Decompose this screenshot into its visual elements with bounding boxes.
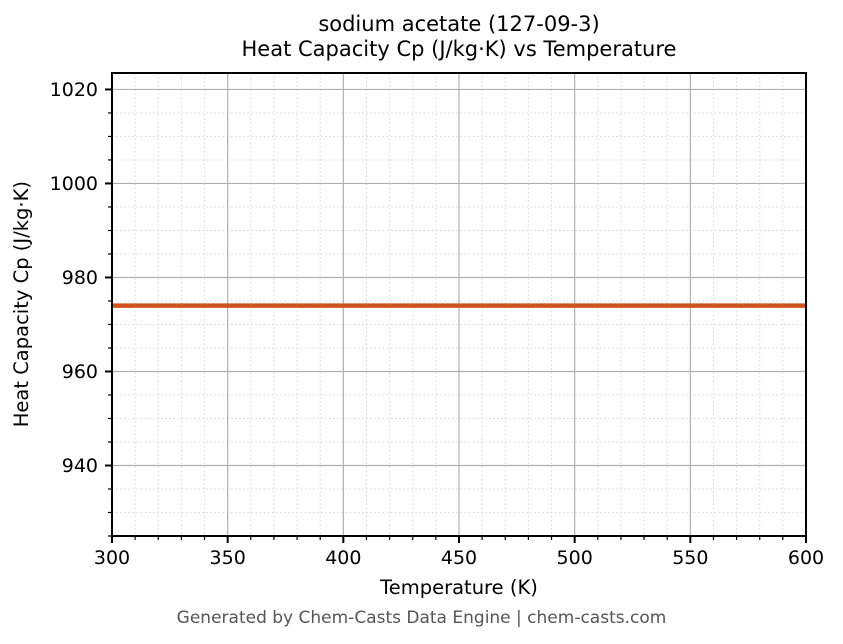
- x-tick-label: 550: [672, 547, 708, 569]
- chart-title-line1: sodium acetate (127-09-3): [318, 12, 600, 36]
- x-axis-label: Temperature (K): [380, 576, 538, 599]
- y-tick-label: 960: [62, 361, 98, 383]
- y-axis-label-container: Heat Capacity Cp (J/kg·K): [10, 0, 33, 609]
- x-tick-label: 600: [788, 547, 824, 569]
- y-axis-label: Heat Capacity Cp (J/kg·K): [10, 181, 33, 428]
- y-tick-label: 1000: [50, 173, 98, 195]
- x-tick-label: 300: [94, 547, 130, 569]
- y-tick-label: 1020: [50, 79, 98, 101]
- x-tick-label: 350: [210, 547, 246, 569]
- y-tick-label: 940: [62, 455, 98, 477]
- chart-title: sodium acetate (127-09-3) Heat Capacity …: [112, 12, 806, 62]
- x-tick-label: 500: [557, 547, 593, 569]
- x-tick-label: 400: [325, 547, 361, 569]
- footer-credit: Generated by Chem-Casts Data Engine | ch…: [176, 608, 667, 628]
- x-tick-label: 450: [441, 547, 477, 569]
- y-tick-label: 980: [62, 267, 98, 289]
- chart-title-line2: Heat Capacity Cp (J/kg·K) vs Temperature: [241, 37, 677, 61]
